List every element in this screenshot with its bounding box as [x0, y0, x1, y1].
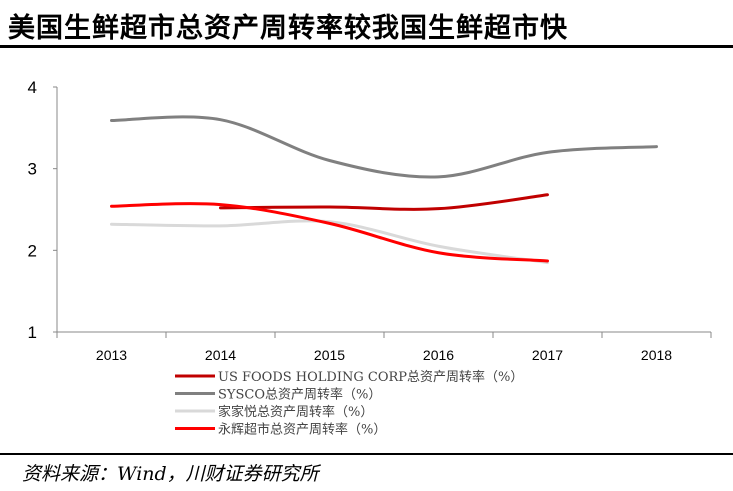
- line-chart: 1 2 3 4 2013 2014 2015 2016 2017 2018 US FOODS HO…: [28, 78, 712, 438]
- source-divider: [0, 453, 733, 455]
- source-note: 资料来源：Wind，川财证券研究所: [22, 463, 319, 485]
- y-tick-label: 2: [28, 241, 37, 260]
- x-tick-label: 2013: [96, 347, 127, 363]
- x-tick-label: 2015: [314, 347, 345, 363]
- series-line-2: [110, 219, 549, 265]
- legend-label: 家家悦总资产周转率（%）: [218, 404, 373, 420]
- x-tick-label: 2016: [423, 347, 454, 363]
- y-tick-label: 3: [28, 160, 37, 179]
- legend-label: 永辉超市总资产周转率（%）: [218, 422, 386, 438]
- x-tick-label: 2017: [532, 347, 563, 363]
- title-divider: [0, 45, 733, 48]
- legend-label: SYSCO总资产周转率（%）: [218, 387, 381, 403]
- series-line-1: [110, 115, 658, 179]
- series-line-0: [219, 193, 549, 211]
- y-tick-label: 4: [28, 78, 37, 97]
- series-line-3: [110, 202, 549, 263]
- x-tick-label: 2018: [641, 347, 672, 363]
- y-tick-label: 1: [28, 323, 37, 342]
- legend-label: US FOODS HOLDING CORP总资产周转率（%）: [218, 369, 523, 385]
- x-tick-label: 2014: [205, 347, 236, 363]
- page-title: 美国生鲜超市总资产周转率较我国生鲜超市快: [8, 13, 568, 44]
